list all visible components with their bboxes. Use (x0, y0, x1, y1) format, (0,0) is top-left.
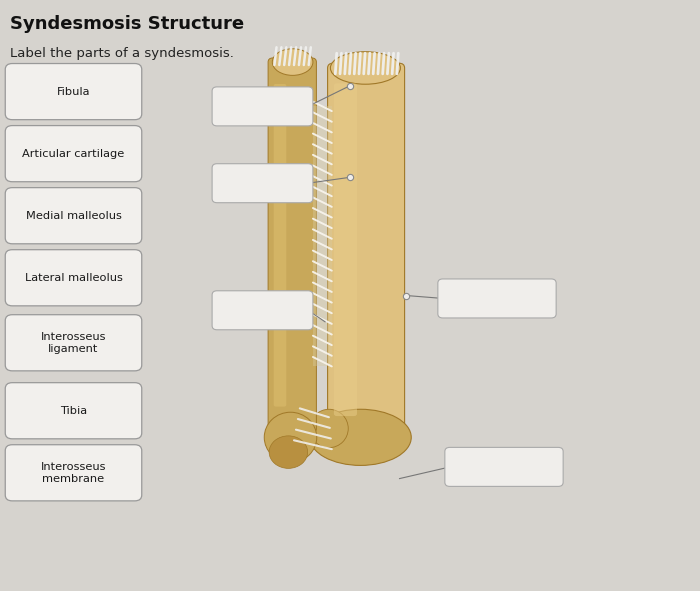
FancyBboxPatch shape (334, 83, 357, 416)
FancyBboxPatch shape (6, 444, 141, 501)
FancyBboxPatch shape (6, 383, 141, 439)
Text: Medial malleolus: Medial malleolus (26, 211, 121, 220)
Text: Syndesmosis Structure: Syndesmosis Structure (10, 15, 244, 33)
FancyBboxPatch shape (274, 84, 286, 407)
FancyBboxPatch shape (268, 58, 316, 433)
Text: Fibula: Fibula (57, 87, 90, 96)
FancyBboxPatch shape (212, 291, 313, 330)
Text: Label the parts of a syndesmosis.: Label the parts of a syndesmosis. (10, 47, 234, 60)
FancyBboxPatch shape (328, 63, 405, 448)
Ellipse shape (272, 48, 313, 75)
Text: Lateral malleolus: Lateral malleolus (25, 273, 122, 282)
FancyBboxPatch shape (438, 279, 556, 318)
FancyBboxPatch shape (445, 447, 563, 486)
Ellipse shape (269, 436, 307, 468)
FancyBboxPatch shape (212, 164, 313, 203)
FancyBboxPatch shape (212, 87, 313, 126)
Ellipse shape (309, 409, 412, 466)
Text: Interosseus
ligament: Interosseus ligament (41, 332, 106, 354)
Text: Tibia: Tibia (60, 406, 87, 415)
Polygon shape (313, 106, 332, 366)
FancyBboxPatch shape (6, 249, 141, 306)
Text: Interosseus
membrane: Interosseus membrane (41, 462, 106, 484)
Ellipse shape (330, 52, 400, 85)
FancyBboxPatch shape (6, 188, 141, 243)
Ellipse shape (309, 409, 349, 448)
Text: Articular cartilage: Articular cartilage (22, 149, 125, 158)
FancyBboxPatch shape (6, 314, 141, 371)
FancyBboxPatch shape (6, 64, 141, 119)
Ellipse shape (265, 413, 316, 462)
FancyBboxPatch shape (6, 126, 141, 182)
